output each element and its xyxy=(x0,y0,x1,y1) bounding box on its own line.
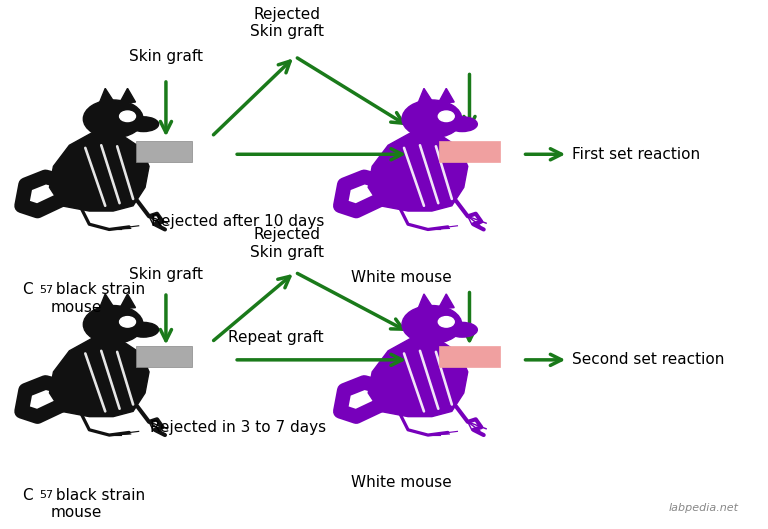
Bar xyxy=(136,141,193,162)
Circle shape xyxy=(439,316,454,327)
Polygon shape xyxy=(120,88,135,103)
Ellipse shape xyxy=(447,117,478,132)
Ellipse shape xyxy=(402,306,462,343)
Polygon shape xyxy=(418,294,433,310)
Bar xyxy=(136,346,193,367)
Polygon shape xyxy=(418,88,433,104)
Text: labpedia.net: labpedia.net xyxy=(669,503,739,513)
Polygon shape xyxy=(99,88,114,104)
Bar xyxy=(439,141,500,162)
Polygon shape xyxy=(120,294,135,309)
Text: black strain
mouse: black strain mouse xyxy=(51,488,144,520)
Polygon shape xyxy=(49,338,149,417)
Text: White mouse: White mouse xyxy=(351,475,452,490)
Ellipse shape xyxy=(128,117,159,132)
Text: First set reaction: First set reaction xyxy=(572,147,700,162)
Polygon shape xyxy=(49,132,149,211)
Text: black strain
mouse: black strain mouse xyxy=(51,282,144,315)
Polygon shape xyxy=(99,294,114,310)
Ellipse shape xyxy=(402,100,462,138)
Text: 57: 57 xyxy=(39,285,53,295)
Polygon shape xyxy=(439,294,454,309)
Circle shape xyxy=(439,111,454,122)
Text: Repeat graft: Repeat graft xyxy=(228,330,324,345)
Ellipse shape xyxy=(128,322,159,337)
Text: C: C xyxy=(22,488,32,503)
Text: Second set reaction: Second set reaction xyxy=(572,352,724,367)
Ellipse shape xyxy=(83,100,143,138)
Text: Skin graft: Skin graft xyxy=(129,267,203,282)
Circle shape xyxy=(120,316,135,327)
Polygon shape xyxy=(368,338,468,417)
Ellipse shape xyxy=(447,322,478,337)
Text: Rejected
Skin graft: Rejected Skin graft xyxy=(250,6,324,39)
Ellipse shape xyxy=(83,306,143,343)
Text: White mouse: White mouse xyxy=(351,270,452,285)
Text: Rejected
Skin graft: Rejected Skin graft xyxy=(250,227,324,260)
Polygon shape xyxy=(368,132,468,211)
Text: Rejected after 10 days: Rejected after 10 days xyxy=(151,214,325,230)
Text: Skin graft: Skin graft xyxy=(129,49,203,64)
Text: C: C xyxy=(22,282,32,297)
Circle shape xyxy=(120,111,135,122)
Polygon shape xyxy=(439,88,454,103)
Text: Rejected in 3 to 7 days: Rejected in 3 to 7 days xyxy=(150,420,326,435)
Bar xyxy=(439,346,500,367)
Text: 57: 57 xyxy=(39,490,53,500)
